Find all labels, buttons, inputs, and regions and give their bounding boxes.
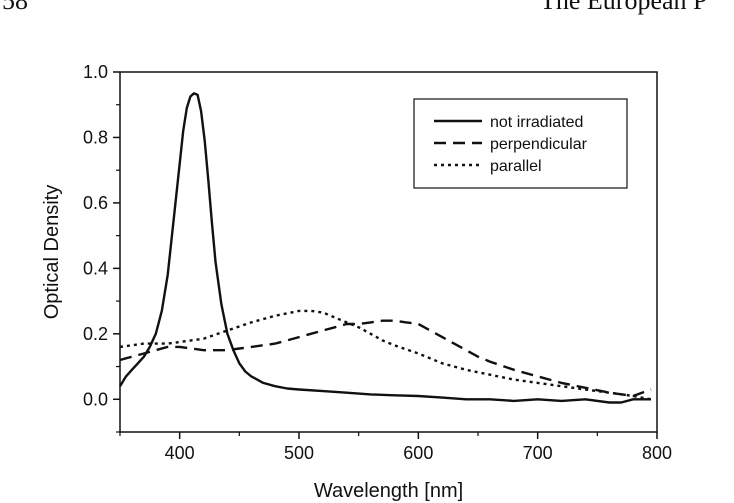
y-tick-label: 1.0 — [83, 62, 108, 82]
legend: not irradiated perpendicular parallel — [413, 98, 628, 189]
y-tick-label: 0.4 — [83, 258, 108, 278]
legend-label: not irradiated — [490, 114, 583, 131]
journal-title-fragment: The European P — [540, 0, 708, 15]
legend-label: parallel — [490, 158, 542, 175]
x-tick-label: 600 — [403, 443, 433, 463]
legend-label: perpendicular — [490, 136, 588, 153]
series-layer — [118, 92, 652, 404]
y-tick-label: 0.0 — [83, 389, 108, 409]
series-line-not-irradiated — [118, 92, 651, 404]
y-axis-title: Optical Density — [41, 185, 63, 320]
x-tick-label: 400 — [165, 443, 195, 463]
y-tick-label: 0.6 — [83, 193, 108, 213]
legend-box — [413, 98, 628, 189]
series-line-parallel — [119, 309, 652, 401]
x-tick-label: 500 — [284, 443, 314, 463]
x-tick-label: 700 — [523, 443, 553, 463]
plot-frame — [119, 71, 658, 433]
page-number-fragment: 58 — [2, 0, 28, 15]
y-tick-label: 0.8 — [83, 127, 108, 147]
series-line-perpendicular — [119, 319, 652, 398]
x-axis-title: Wavelength [nm] — [314, 480, 463, 502]
x-tick-label: 800 — [642, 443, 672, 463]
axes: 400 500 600 700 800 0.0 0.2 0.4 0.6 0.8 1.0 — [83, 62, 672, 463]
y-tick-label: 0.2 — [83, 324, 108, 344]
